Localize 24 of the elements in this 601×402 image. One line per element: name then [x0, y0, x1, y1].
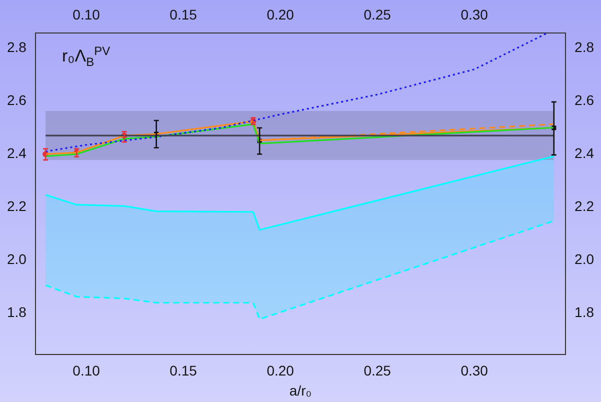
- x-tick-label: 0.10: [72, 6, 100, 22]
- x-tick-label: 0.20: [266, 6, 294, 22]
- x2-tick-label: 0.15: [170, 362, 198, 379]
- y2-tick-label: 2.2: [574, 198, 594, 214]
- x2-tick-label: 0.30: [460, 362, 488, 379]
- x-tick-label: 0.25: [364, 6, 392, 22]
- x-tick-label: 0.30: [460, 6, 488, 22]
- x2-tick-label: 0.10: [72, 362, 100, 379]
- x-tick-label: 0.15: [170, 6, 198, 22]
- y2-tick-label: 2.8: [574, 39, 594, 56]
- x2-tick-label: 0.25: [364, 362, 392, 379]
- y-tick-label: 2.6: [6, 92, 27, 108]
- y2-tick-label: 2.6: [574, 92, 594, 108]
- y2-tick-label: 2.4: [574, 144, 594, 161]
- y2-tick-label: 2.0: [574, 250, 594, 267]
- line-series: [44, 220, 555, 320]
- y-tick-label: 2.8: [6, 39, 27, 56]
- y-tick-label: 2.0: [6, 250, 27, 267]
- x2-tick-label: 0.20: [266, 362, 294, 379]
- x-axis-title: a/r₀: [289, 382, 312, 398]
- y-tick-label: 1.8: [6, 304, 27, 320]
- y2-tick-label: 1.8: [574, 304, 594, 320]
- y-tick-label: 2.4: [6, 144, 27, 161]
- y-tick-label: 2.2: [6, 198, 27, 214]
